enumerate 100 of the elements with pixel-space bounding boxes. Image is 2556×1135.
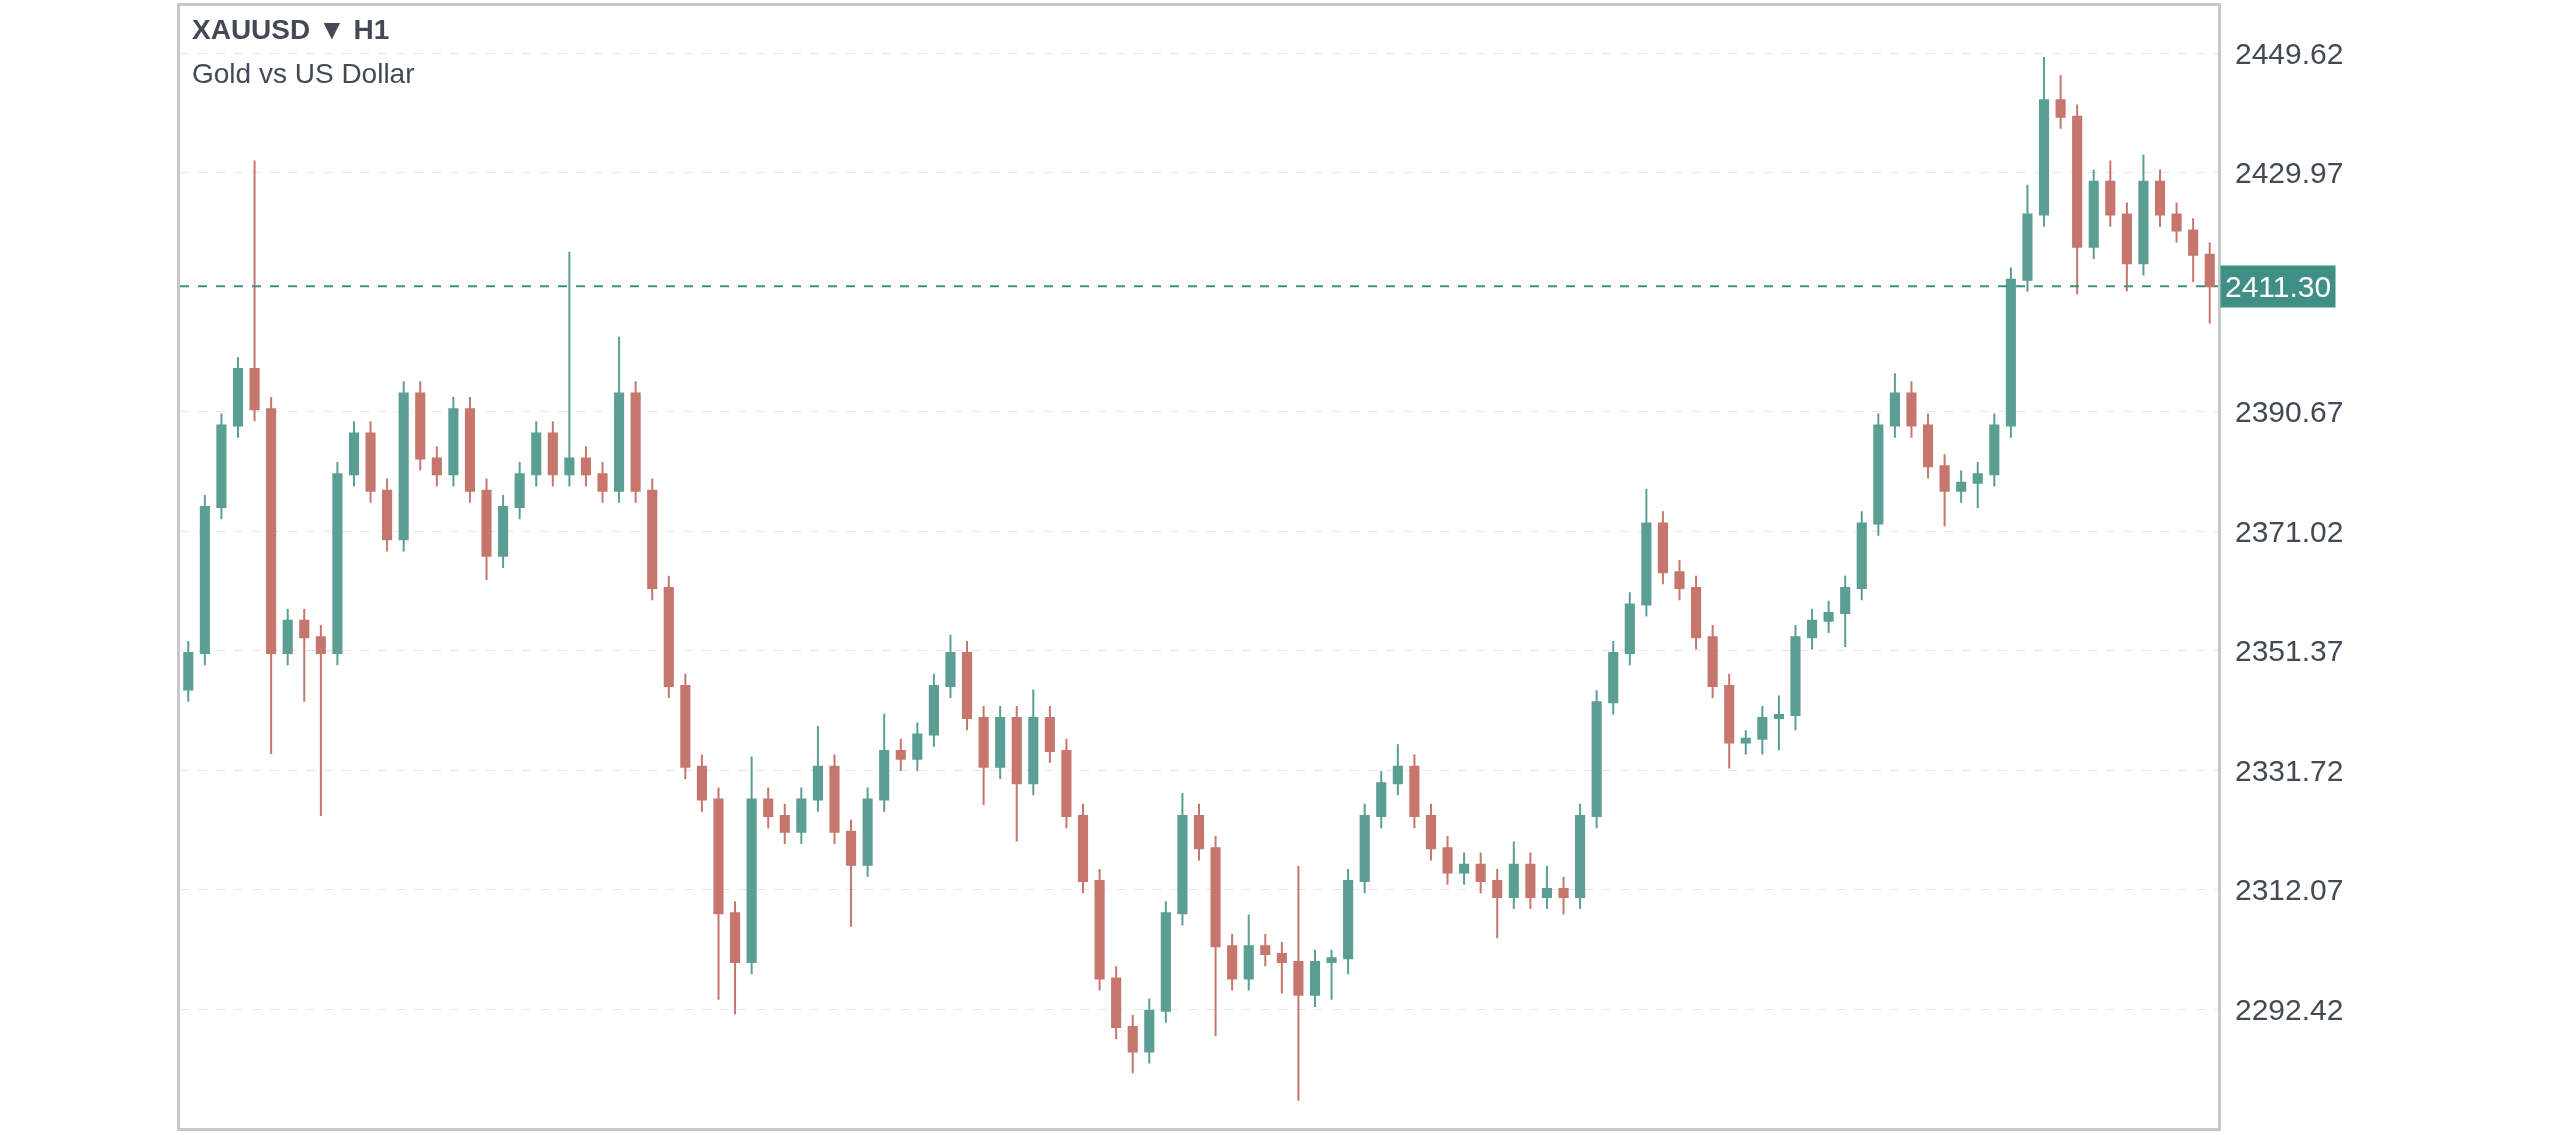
candlestick [1293,864,1304,1102]
candlestick [382,477,393,553]
candlestick [1376,770,1387,830]
y-tick-label: 2331.72 [2235,753,2344,787]
candlestick [1475,851,1486,895]
candlestick [1823,599,1834,634]
candlestick [1641,487,1652,618]
candlestick [1243,913,1254,992]
candlestick [2038,56,2050,228]
candlestick [1127,1013,1138,1075]
candlestick [796,786,807,845]
candlestick [1210,835,1221,1038]
candlestick [1691,574,1702,651]
candlestick [448,396,459,488]
candlestick [2022,183,2033,293]
candlestick [481,477,492,582]
candlestick [680,672,691,780]
candlestick [249,159,260,423]
candlestick [1724,672,1735,770]
candlestick [216,412,227,521]
candlestick [199,493,210,667]
candlestick [1094,867,1105,992]
candlestick [730,900,741,1016]
candlestick [2088,168,2099,260]
candlestick [1111,965,1122,1041]
candlestick [1608,639,1619,716]
candlestick [299,607,310,703]
candlestick [2188,217,2199,284]
candlestick [1889,372,1900,439]
text: Gold vs US Dollar [192,58,415,89]
candlestick [829,753,840,845]
y-tick-label: 2312.07 [2235,873,2344,907]
candlestick [1906,380,1917,439]
candlestick [332,461,343,667]
candlestick [531,420,542,488]
candlestick [1807,607,1818,651]
candlestick [1541,864,1553,911]
candlestick [1260,933,1271,968]
candlestick [514,461,525,521]
candlestick [398,380,409,553]
candlestick [1856,510,1867,602]
candlestick [1508,840,1519,911]
y-tick-label: 2390.67 [2235,395,2344,429]
candlestick [763,786,774,830]
candlestick [1177,791,1188,927]
candlestick [547,420,558,488]
candlestick [1442,835,1453,886]
candlestick [365,420,376,504]
candlestick [1011,704,1022,843]
candlestick [498,493,509,569]
candlestick [630,380,641,504]
candlestick [1525,851,1536,911]
candlestick [1707,624,1718,700]
candlestick [845,818,857,928]
candlestick [348,420,360,488]
candlestick [1309,948,1321,1008]
candlestick [464,396,476,504]
candlestick [415,380,426,472]
candlestick [1160,900,1171,1024]
candlestick [1657,510,1668,586]
candlestick [1077,802,1089,895]
y-tick-label: 2351.37 [2235,634,2344,668]
candlestick [862,786,873,878]
candlestick [2154,168,2166,228]
candlestick [1044,704,1055,765]
candlestick [266,396,277,755]
candlestick [812,725,823,813]
y-tick-label: 2429.97 [2235,156,2344,190]
candlestick [1840,574,1851,648]
y-tick-label: 2449.62 [2235,36,2344,70]
candlestick [431,445,442,488]
candlestick [879,712,890,813]
candlestick [1409,753,1420,830]
candlestick [2121,201,2132,293]
candlestick [2204,241,2215,325]
candlestick [713,786,724,1001]
candlestick [1326,948,1337,1001]
candlestick [2072,103,2083,296]
candlestick [663,574,674,700]
candlestick [2005,266,2016,439]
candlestick [282,607,293,667]
candlestick [2138,153,2149,277]
candlestick [1674,559,1685,602]
candlestick [696,753,707,813]
candlestick [1939,453,1950,528]
candlestick [183,639,194,703]
candlestick [1873,412,1884,537]
candlestick [1575,802,1586,911]
candlestick [961,639,973,732]
candlestick [597,461,608,504]
candlestick [1773,694,1784,752]
chart-title: XAUUSD ▼ H1 [192,14,390,45]
candlestick [1558,875,1569,916]
candlestick [1028,688,1039,797]
candlestick [1956,469,1967,504]
candlestick [1972,461,1983,510]
candlestick [1459,851,1470,886]
candlestick [1193,802,1205,862]
candlestick [2055,74,2066,130]
candlestick [1624,591,1635,667]
